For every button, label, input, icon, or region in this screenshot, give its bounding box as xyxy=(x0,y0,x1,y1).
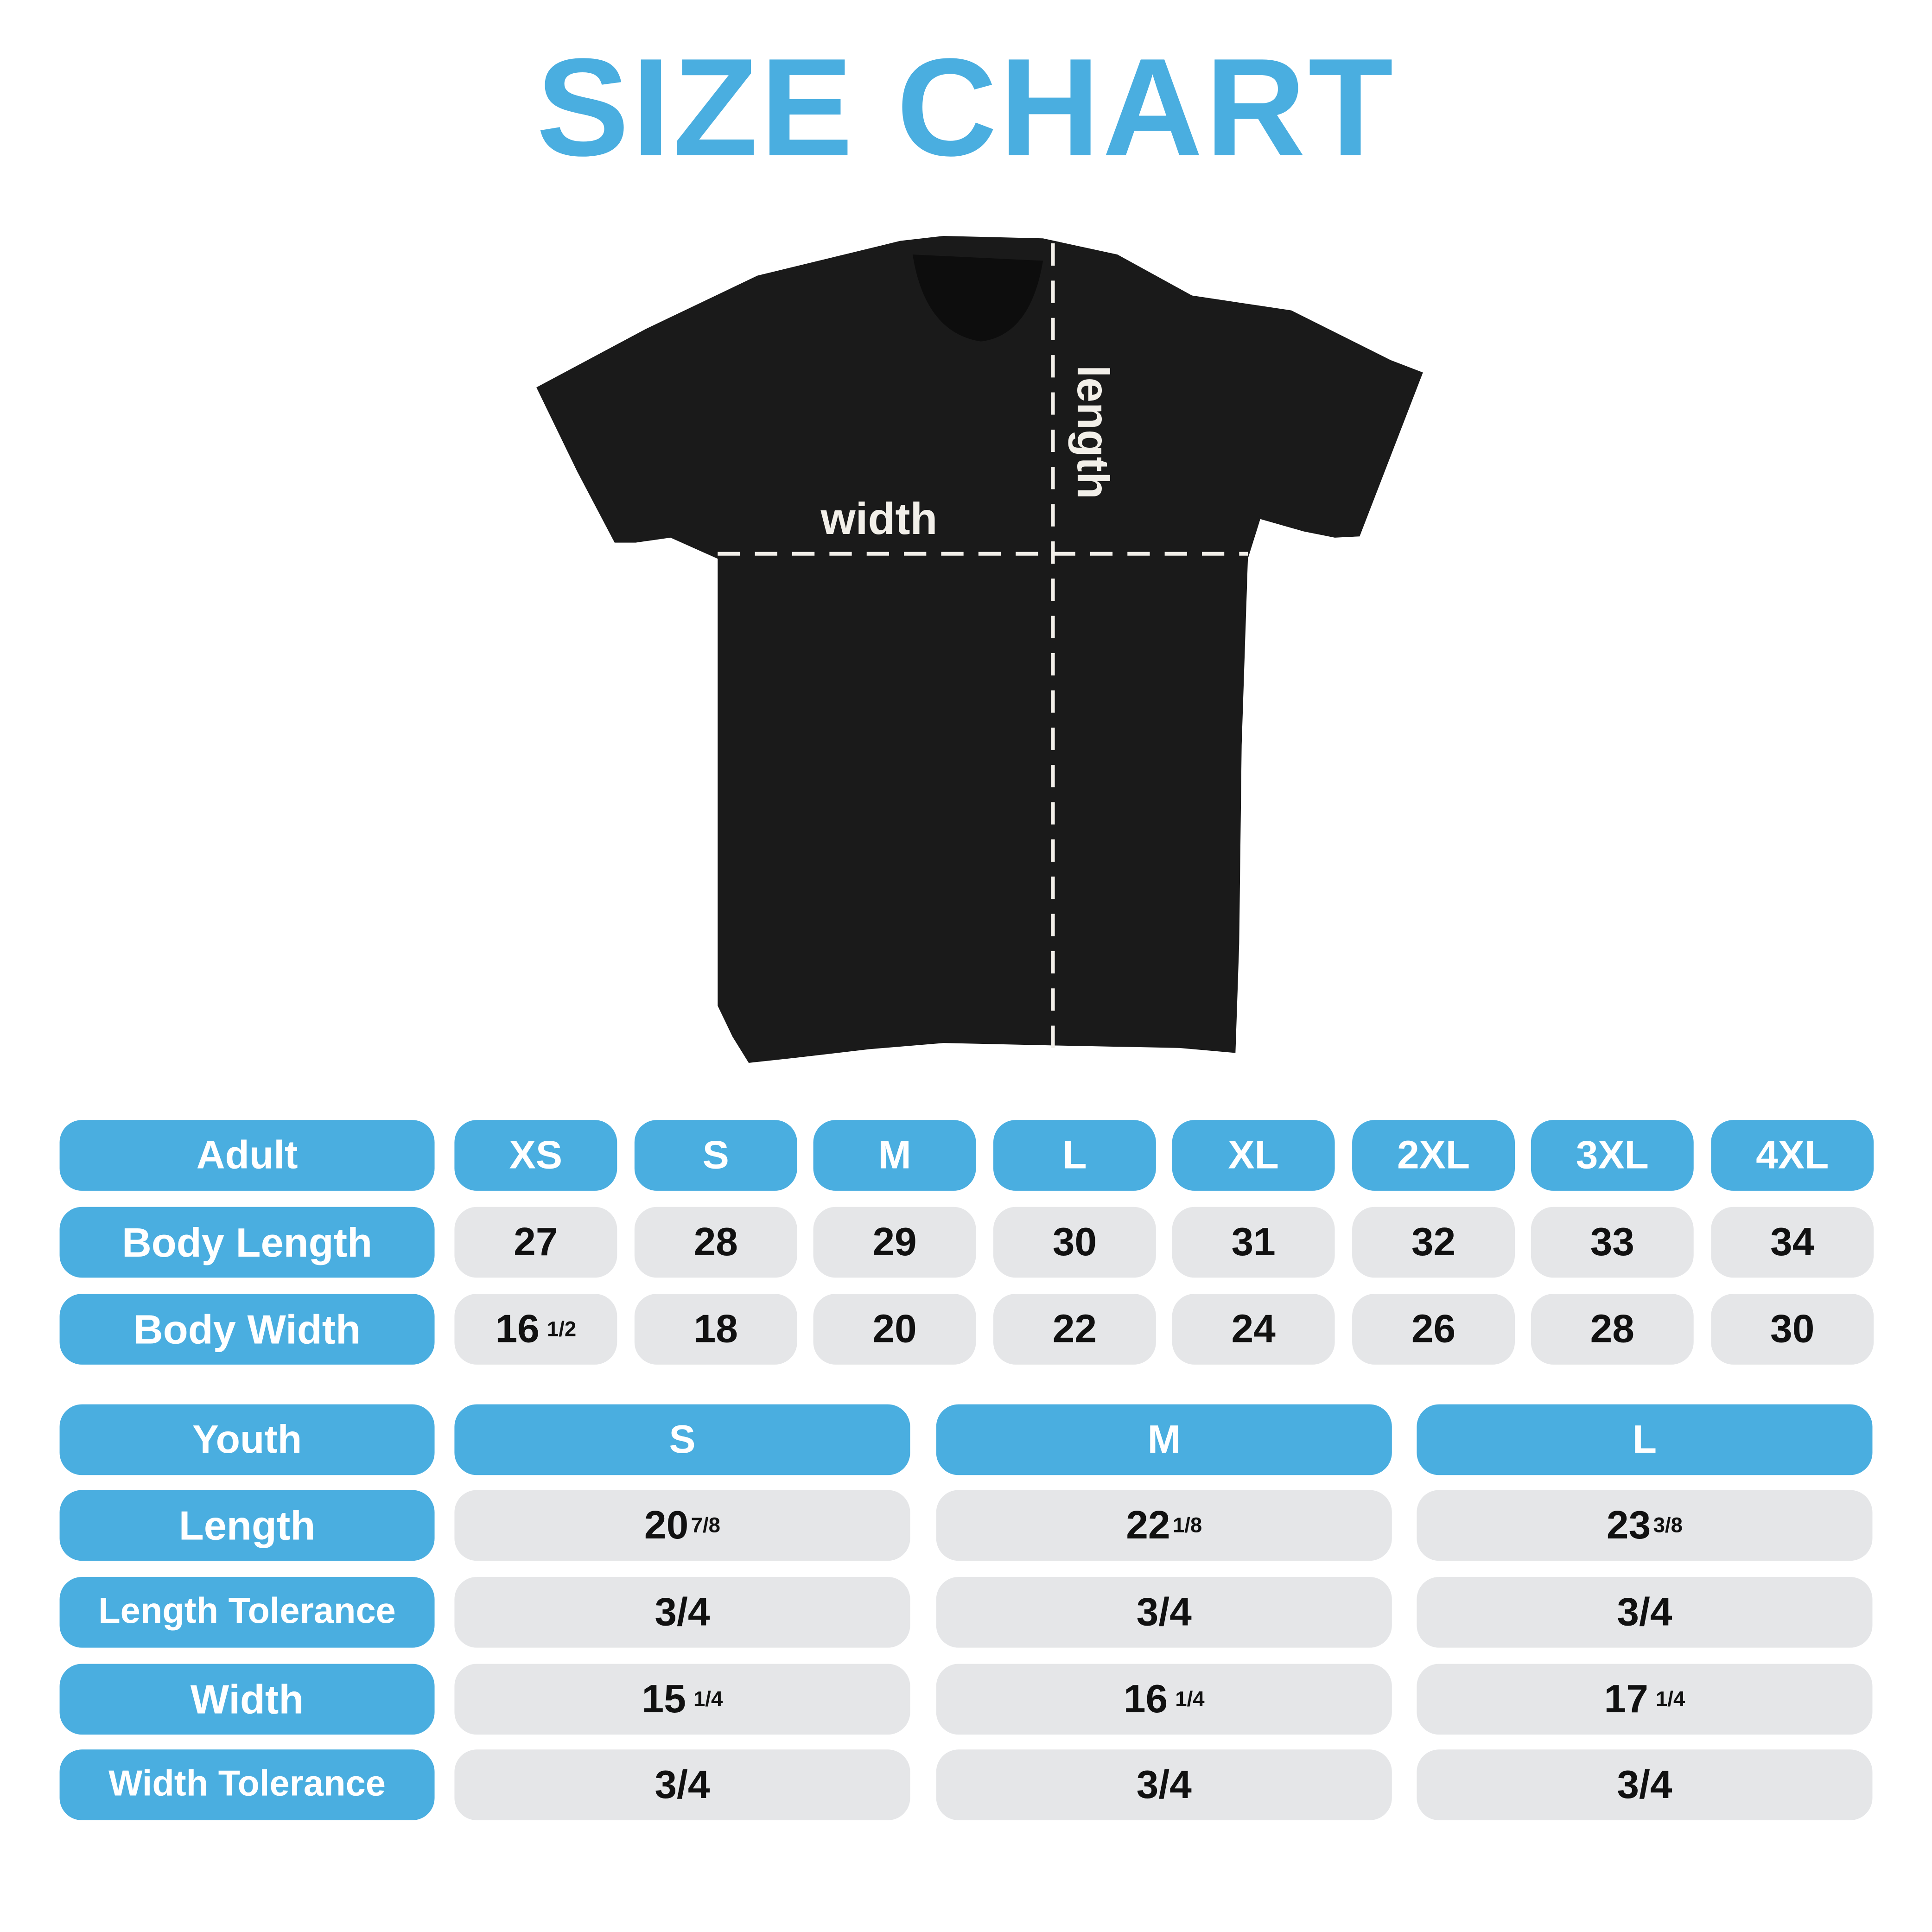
size-header-3xl: 3XL xyxy=(1531,1120,1694,1191)
value-main: 28 xyxy=(1590,1306,1634,1351)
value-main: 24 xyxy=(1231,1306,1276,1351)
value-main: 33 xyxy=(1590,1219,1634,1264)
page-title: SIZE CHART xyxy=(536,30,1396,185)
table-cell: 20 xyxy=(813,1294,976,1365)
value-main: 20 xyxy=(872,1306,917,1351)
row-label: Length Tolerance xyxy=(59,1576,435,1648)
table-cell: 29 xyxy=(813,1207,976,1278)
value-main: 3/4 xyxy=(655,1762,710,1807)
value-main: 26 xyxy=(1411,1306,1456,1351)
table-cell: 23 3/8 xyxy=(1417,1490,1873,1561)
table-cell: 20 7/8 xyxy=(454,1490,910,1561)
row-label: Width xyxy=(59,1664,435,1735)
value-main: 16 xyxy=(495,1306,540,1351)
value-main: 30 xyxy=(1052,1219,1097,1264)
table-cell: 28 xyxy=(1531,1294,1694,1365)
value-main: 3/4 xyxy=(1617,1589,1672,1634)
value-main: 15 xyxy=(642,1676,686,1721)
value-main: 32 xyxy=(1411,1219,1456,1264)
table-cell: 34 xyxy=(1711,1207,1874,1278)
table-cell: 27 xyxy=(454,1207,617,1278)
youth-header: Youth xyxy=(59,1404,435,1475)
table-cell: 22 xyxy=(993,1294,1156,1365)
value-main: 23 xyxy=(1606,1502,1651,1547)
value-fraction: 7/8 xyxy=(691,1513,720,1537)
table-cell: 24 xyxy=(1172,1294,1335,1365)
value-main: 20 xyxy=(644,1502,689,1547)
value-fraction: 1/2 xyxy=(547,1316,577,1341)
size-header-4xl: 4XL xyxy=(1711,1120,1874,1191)
youth-size-header-m: M xyxy=(936,1404,1392,1475)
row-label: Body Width xyxy=(59,1294,435,1365)
table-cell: 30 xyxy=(993,1207,1156,1278)
value-main: 29 xyxy=(872,1219,917,1264)
table-cell: 16 1/2 xyxy=(454,1294,617,1365)
table-cell: 32 xyxy=(1352,1207,1515,1278)
value-main: 22 xyxy=(1052,1306,1097,1351)
value-main: 17 xyxy=(1604,1676,1648,1721)
size-header-l: L xyxy=(993,1120,1156,1191)
youth-size-header-s: S xyxy=(454,1404,910,1475)
row-label: Width Tolerance xyxy=(59,1749,435,1820)
value-main: 18 xyxy=(693,1306,738,1351)
value-main: 3/4 xyxy=(1136,1589,1192,1634)
table-cell: 3/4 xyxy=(454,1749,910,1820)
size-header-xl: XL xyxy=(1172,1120,1335,1191)
value-main: 16 xyxy=(1123,1676,1168,1721)
value-main: 3/4 xyxy=(655,1589,710,1634)
table-cell: 22 1/8 xyxy=(936,1490,1392,1561)
value-main: 31 xyxy=(1231,1219,1276,1264)
length-label: length xyxy=(1068,365,1118,499)
value-fraction: 1/4 xyxy=(1175,1687,1205,1710)
row-label: Body Length xyxy=(59,1207,435,1278)
neckline-icon xyxy=(912,254,1043,342)
table-cell: 16 1/4 xyxy=(936,1664,1392,1735)
table-cell: 3/4 xyxy=(1417,1576,1873,1648)
value-main: 28 xyxy=(693,1219,738,1264)
value-main: 22 xyxy=(1126,1502,1170,1547)
adult-header: Adult xyxy=(59,1120,435,1191)
table-cell: 3/4 xyxy=(454,1576,910,1648)
width-label: width xyxy=(820,494,938,544)
value-main: 27 xyxy=(514,1219,558,1264)
value-fraction: 3/8 xyxy=(1653,1513,1683,1537)
table-cell: 31 xyxy=(1172,1207,1335,1278)
value-main: 30 xyxy=(1770,1306,1815,1351)
size-header-xs: XS xyxy=(454,1120,617,1191)
size-header-m: M xyxy=(813,1120,976,1191)
value-fraction: 1/8 xyxy=(1172,1513,1202,1537)
value-main: 34 xyxy=(1770,1219,1815,1264)
table-cell: 33 xyxy=(1531,1207,1694,1278)
size-header-s: S xyxy=(634,1120,797,1191)
table-cell: 3/4 xyxy=(936,1576,1392,1648)
table-cell: 26 xyxy=(1352,1294,1515,1365)
size-header-2xl: 2XL xyxy=(1352,1120,1515,1191)
tshirt-icon xyxy=(536,235,1423,1063)
youth-size-header-l: L xyxy=(1417,1404,1873,1475)
table-cell: 28 xyxy=(634,1207,797,1278)
table-cell: 18 xyxy=(634,1294,797,1365)
value-fraction: 1/4 xyxy=(693,1687,723,1710)
row-label: Length xyxy=(59,1490,435,1561)
value-main: 3/4 xyxy=(1617,1762,1672,1807)
value-main: 3/4 xyxy=(1136,1762,1192,1807)
table-cell: 3/4 xyxy=(936,1749,1392,1820)
table-cell: 17 1/4 xyxy=(1417,1664,1873,1735)
value-fraction: 1/4 xyxy=(1655,1687,1685,1710)
table-cell: 30 xyxy=(1711,1294,1874,1365)
table-cell: 3/4 xyxy=(1417,1749,1873,1820)
table-cell: 15 1/4 xyxy=(454,1664,910,1735)
